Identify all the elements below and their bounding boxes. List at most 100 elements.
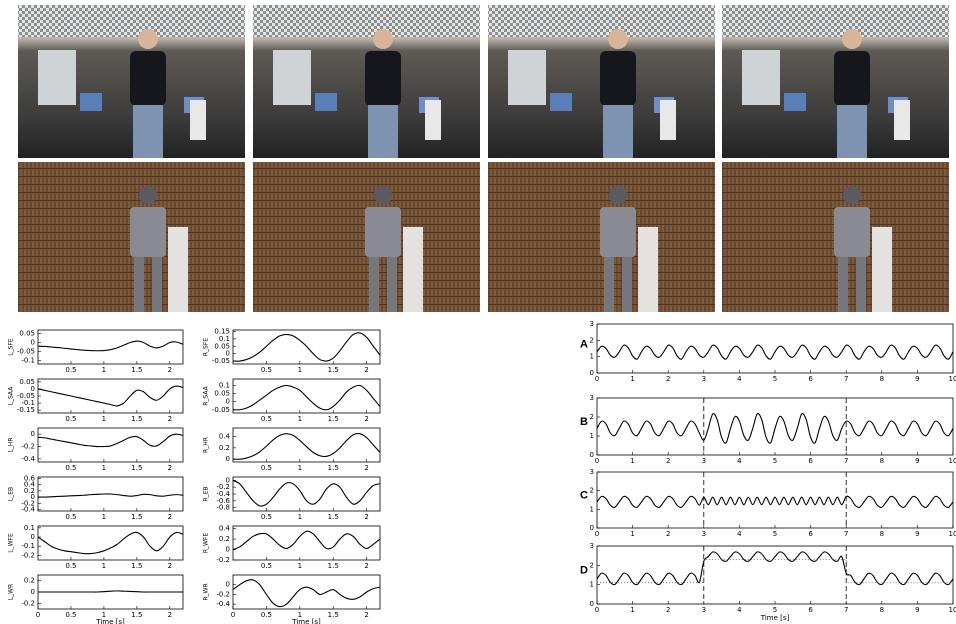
x-tick-label: 2 (364, 415, 368, 423)
y-tick-label: 0.2 (24, 577, 35, 585)
y-tick-label: -0.1 (21, 356, 35, 364)
data-line (232, 384, 381, 411)
x-tick-label: 6 (808, 530, 813, 538)
photo-row (18, 5, 949, 312)
x-tick-label: 1.5 (131, 464, 142, 472)
data-line (232, 530, 381, 551)
x-tick-label: 4 (737, 606, 742, 614)
x-tick-label: 2 (168, 513, 172, 521)
y-tick-label: 2 (590, 561, 594, 569)
data-line (37, 531, 184, 555)
x-tick-label: 7 (844, 606, 848, 614)
y-tick-label: -0.6 (216, 497, 230, 505)
x-tick-label: 1.5 (328, 415, 339, 423)
y-axis-label: L_EB (8, 487, 15, 501)
x-tick-label: 0.5 (65, 562, 76, 570)
x-tick-label: 3 (702, 606, 706, 614)
y-tick-label: 0.4 (24, 481, 36, 489)
x-tick-label: 1.5 (131, 513, 142, 521)
x-tick-label: 6 (808, 457, 813, 465)
y-tick-label: 0 (226, 476, 230, 484)
data-line (232, 579, 381, 608)
y-tick-label: -0.2 (21, 443, 35, 451)
x-tick-label: 0.5 (261, 366, 272, 374)
y-tick-label: -0.4 (216, 490, 230, 498)
x-tick-label: 1 (102, 611, 106, 619)
x-tick-label: 0.5 (261, 415, 272, 423)
y-tick-label: 1 (590, 432, 594, 440)
y-tick-label: 1 (590, 353, 594, 361)
plot-frame (232, 378, 381, 414)
x-tick-label: 1 (102, 366, 106, 374)
data-line (596, 495, 954, 508)
x-tick-label: 0.5 (261, 513, 272, 521)
x-tick-label: 8 (880, 606, 884, 614)
plot-frame (37, 329, 184, 365)
x-tick-label: 2 (168, 415, 172, 423)
y-axis-label: R_EB (203, 486, 210, 501)
x-tick-label: 2 (168, 464, 172, 472)
x-tick-label: 4 (737, 375, 742, 383)
plot-frame (596, 471, 954, 529)
x-tick-label: 2 (364, 464, 368, 472)
y-tick-label: 0 (590, 451, 594, 459)
y-tick-label: 0 (31, 533, 35, 541)
x-tick-label: 1 (298, 513, 302, 521)
plot-frame (37, 427, 184, 463)
y-tick-label: 0 (31, 588, 35, 596)
y-tick-label: 2 (590, 487, 594, 495)
x-tick-label: 0 (595, 530, 599, 538)
y-tick-label: -0.2 (21, 551, 35, 559)
y-tick-label: 1 (590, 581, 594, 589)
x-tick-label: 1 (102, 415, 106, 423)
x-tick-label: 2 (666, 457, 670, 465)
y-tick-label: 0.4 (219, 433, 231, 441)
x-tick-label: 10 (949, 457, 956, 465)
x-tick-label: 3 (702, 375, 706, 383)
reference-line (597, 559, 953, 584)
x-tick-label: 1 (298, 464, 302, 472)
x-tick-label: 2 (666, 375, 670, 383)
x-tick-label: 3 (702, 457, 706, 465)
y-tick-label: 0 (226, 455, 230, 463)
y-tick-label: -0.8 (216, 504, 230, 512)
x-tick-label: 0 (231, 611, 235, 619)
y-tick-label: 0.6 (24, 475, 36, 483)
y-tick-label: -0.4 (21, 505, 35, 513)
y-tick-label: 0 (226, 350, 230, 358)
x-tick-label: 1 (102, 464, 106, 472)
x-tick-label: 0.5 (65, 513, 76, 521)
y-tick-label: -0.2 (216, 590, 230, 598)
x-tick-label: 0.5 (261, 562, 272, 570)
y-tick-label: -0.2 (21, 499, 35, 507)
panel-label: B (580, 416, 588, 428)
data-line (232, 479, 381, 507)
photo (722, 162, 949, 312)
x-tick-label: 2 (168, 366, 172, 374)
y-tick-label: -0.05 (212, 406, 230, 414)
x-tick-label: 1 (630, 530, 634, 538)
y-tick-label: 0 (31, 385, 35, 393)
y-tick-label: -0.05 (17, 392, 35, 400)
y-axis-label: R_SFE (203, 338, 210, 356)
plot-frame (232, 525, 381, 561)
x-tick-label: 0.5 (65, 611, 76, 619)
x-tick-label: 7 (844, 457, 848, 465)
y-tick-label: 0.4 (219, 525, 231, 533)
y-tick-label: 2 (590, 336, 594, 344)
y-axis-label: R_HR (203, 437, 210, 453)
x-tick-label: 8 (880, 530, 884, 538)
data-line (37, 433, 184, 448)
x-axis-label: Time [s] (760, 614, 790, 622)
x-tick-label: 10 (949, 606, 956, 614)
x-tick-label: 1 (102, 562, 106, 570)
y-tick-label: 0 (226, 398, 230, 406)
x-tick-label: 1.5 (131, 611, 142, 619)
y-tick-label: 0.1 (24, 524, 35, 532)
x-tick-label: 2 (168, 611, 172, 619)
y-tick-label: 0.05 (19, 330, 35, 338)
plot-frame (596, 397, 954, 456)
x-tick-label: 2 (666, 530, 670, 538)
data-line (232, 332, 381, 362)
photo (253, 162, 480, 312)
